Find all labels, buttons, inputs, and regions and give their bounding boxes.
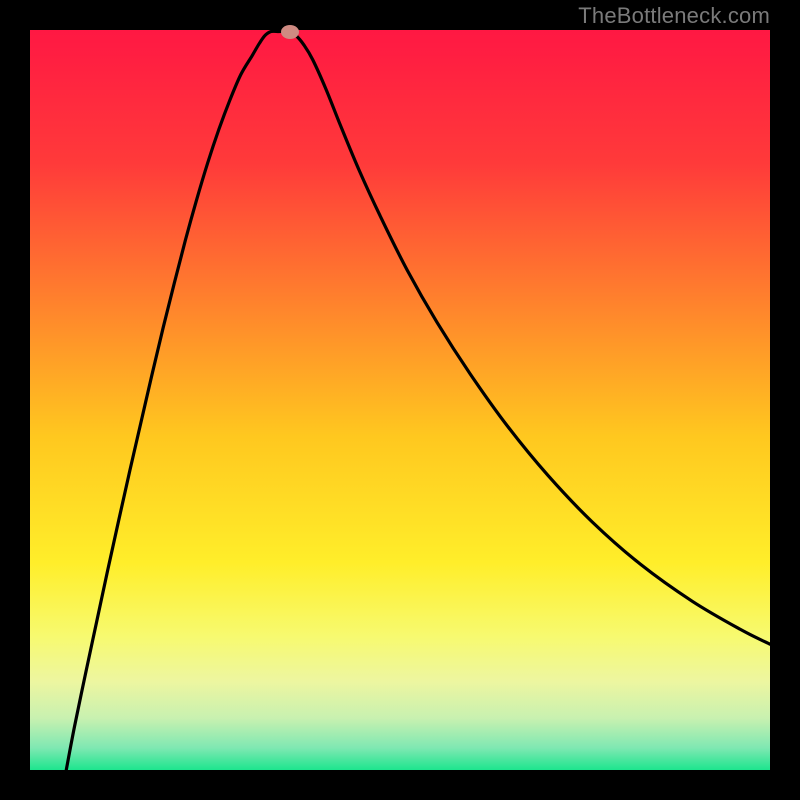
watermark-text: TheBottleneck.com: [578, 3, 770, 29]
chart-frame: TheBottleneck.com: [0, 0, 800, 800]
optimum-marker-dot: [281, 25, 299, 39]
plot-background: [30, 30, 770, 770]
